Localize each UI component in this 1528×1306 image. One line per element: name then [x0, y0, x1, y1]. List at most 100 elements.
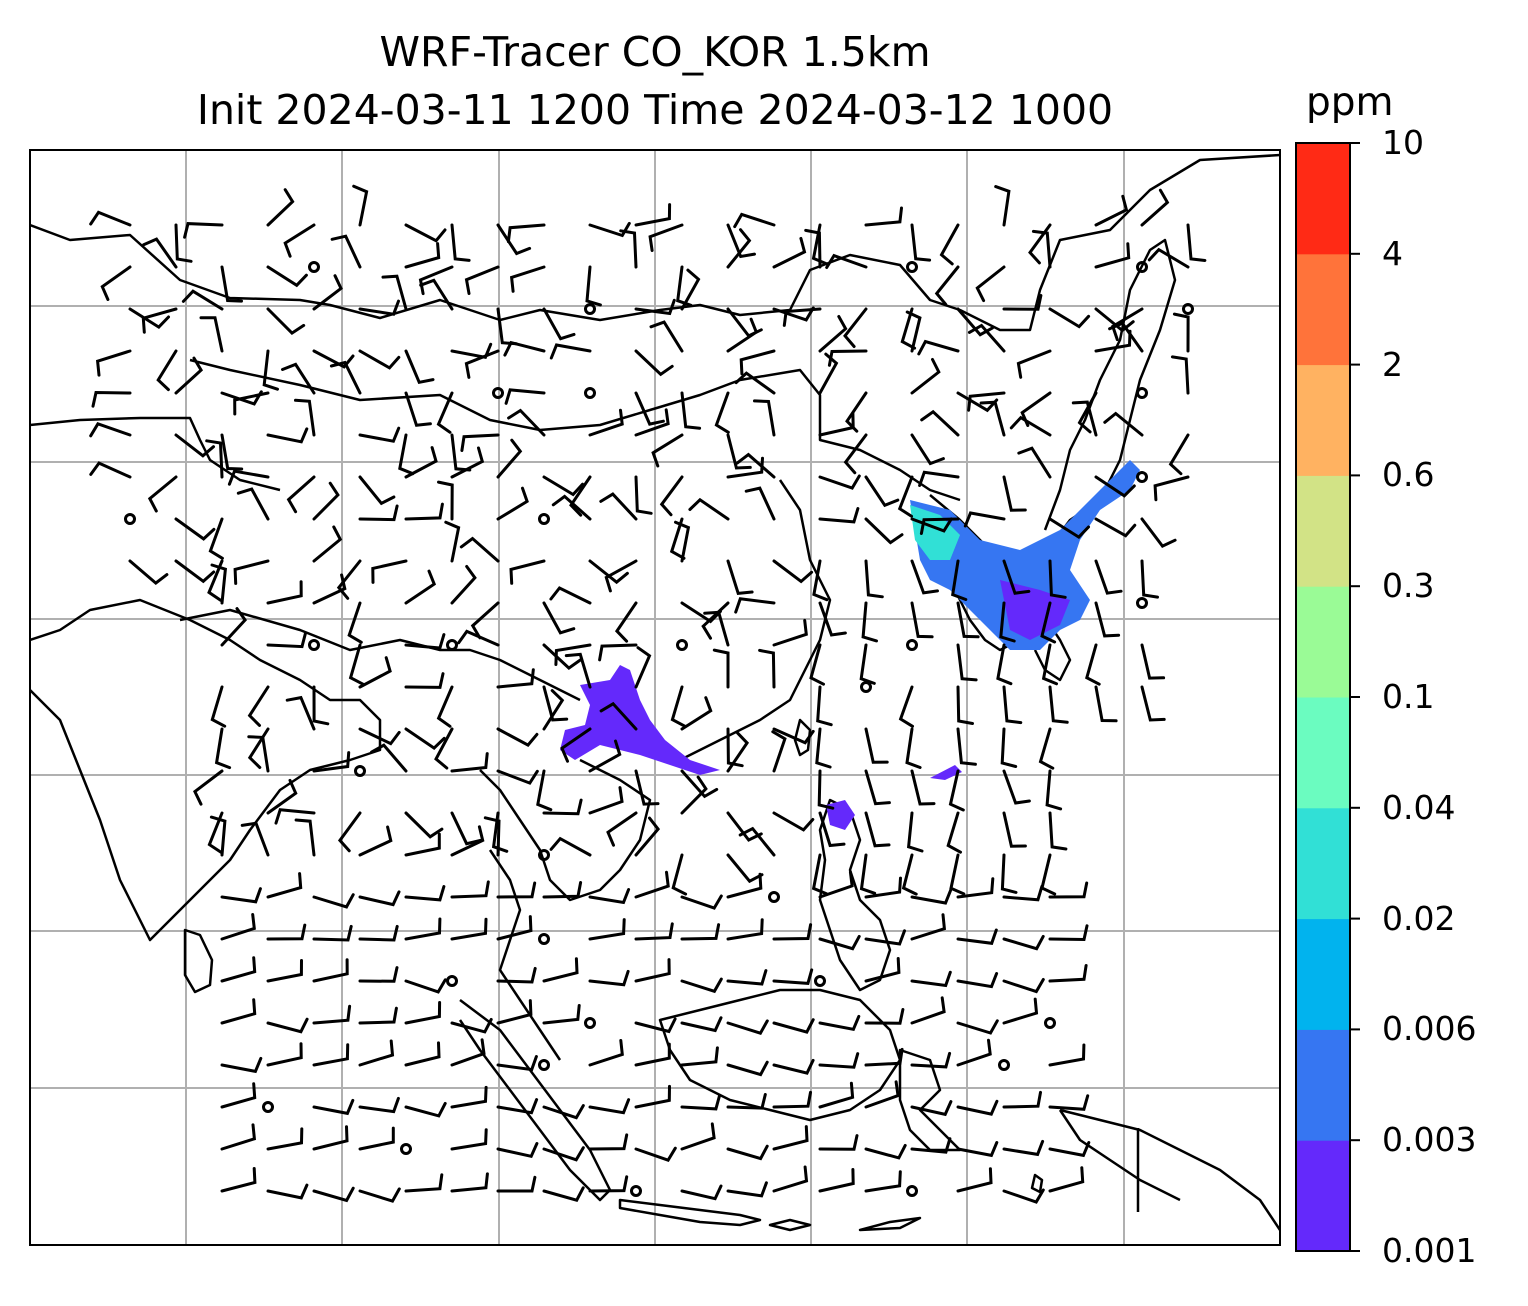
- wind-barb: [266, 872, 303, 899]
- wind-barb: [1140, 685, 1166, 722]
- wind-barb: [404, 242, 441, 269]
- wind-barb: [818, 352, 839, 395]
- wind-barb: [1000, 853, 1018, 894]
- wind-barb: [1077, 391, 1098, 434]
- chart-title-line-1: WRF-Tracer CO_KOR 1.5km: [379, 28, 931, 76]
- wind-barb: [901, 853, 918, 896]
- wind-barb: [818, 1014, 861, 1031]
- wind-barb: [772, 1165, 809, 1193]
- wind-barb: [404, 1001, 442, 1025]
- colorbar-tick-label: 10: [1382, 123, 1424, 162]
- wind-barb: [542, 307, 576, 341]
- wind-barb: [680, 696, 713, 731]
- wind-barb: [450, 825, 485, 857]
- wind-barb: [811, 853, 828, 896]
- wind-barb: [370, 743, 408, 773]
- wind-barb: [100, 265, 132, 301]
- wind-barb: [358, 1006, 398, 1025]
- wind-barb: [128, 559, 169, 586]
- wind-barb: [772, 618, 808, 647]
- wind-barb: [358, 349, 401, 370]
- wind-barb: [994, 185, 1011, 227]
- wind-barb: [772, 923, 813, 941]
- wind-barb: [588, 969, 630, 987]
- wind-barb: [450, 880, 490, 899]
- wind-barb: [956, 307, 994, 337]
- wind-barb: [507, 408, 546, 437]
- wind-barb: [337, 811, 362, 853]
- calm-wind-marker: [584, 387, 596, 399]
- wind-barb: [864, 1047, 904, 1067]
- calm-wind-marker: [584, 303, 596, 315]
- wind-barb: [734, 371, 776, 395]
- wind-barb: [404, 672, 445, 689]
- wind-barb: [843, 433, 868, 475]
- wind-barb: [233, 391, 270, 416]
- wind-barb: [910, 433, 945, 466]
- wind-barb: [536, 769, 553, 812]
- colorbar-unit-label: ppm: [1306, 80, 1394, 125]
- wind-barb: [726, 853, 764, 884]
- wind-barb: [726, 223, 756, 259]
- wind-barb: [274, 808, 316, 825]
- wind-barb: [437, 480, 454, 521]
- wind-barb: [726, 317, 759, 353]
- wind-barb: [1028, 223, 1052, 265]
- colorbar-tick-label: 2: [1382, 344, 1403, 384]
- calm-wind-marker: [676, 639, 688, 651]
- wind-barb: [864, 1080, 900, 1109]
- wind-barb: [542, 1146, 585, 1162]
- wind-barb: [220, 433, 244, 471]
- wind-barb: [312, 1098, 355, 1116]
- wind-barb: [956, 1099, 999, 1116]
- wind-barb: [266, 959, 303, 983]
- wind-barb: [174, 559, 216, 584]
- wind-barb: [233, 559, 270, 585]
- wind-barb: [818, 507, 860, 524]
- wind-barb: [542, 1104, 585, 1120]
- wind-barb: [1048, 1043, 1086, 1067]
- wind-barb: [542, 643, 582, 671]
- wind-barb: [207, 559, 224, 602]
- wind-barb: [818, 412, 855, 437]
- wind-barb: [312, 1186, 355, 1203]
- wind-barb: [183, 222, 224, 239]
- wind-barb: [1048, 811, 1068, 851]
- wind-barb: [404, 633, 446, 650]
- wind-barb: [910, 970, 952, 988]
- wind-barb: [634, 1017, 677, 1034]
- calm-wind-marker: [446, 975, 458, 987]
- wind-barb: [949, 853, 966, 896]
- wind-barb: [634, 922, 674, 941]
- wind-barb: [496, 307, 518, 346]
- wind-barb: [634, 646, 652, 689]
- wind-barb: [864, 1008, 905, 1025]
- calm-wind-marker: [124, 513, 136, 525]
- wind-barb: [496, 486, 529, 521]
- wind-barb: [920, 409, 960, 437]
- wind-barb: [1140, 643, 1166, 680]
- wind-barb: [1147, 247, 1190, 269]
- wind-barb: [680, 268, 701, 311]
- colorbar-tick-label: 0.001: [1382, 1231, 1477, 1270]
- wind-barb: [227, 469, 270, 486]
- wind-barb: [496, 438, 523, 479]
- wind-barb: [549, 836, 592, 857]
- wind-barb: [910, 223, 932, 262]
- wind-barb: [1048, 517, 1090, 540]
- wind-barb: [509, 559, 546, 585]
- wind-barb: [680, 1093, 722, 1111]
- wind-barb: [659, 475, 684, 517]
- wind-barb: [634, 391, 665, 426]
- colorbar-segment: [1296, 475, 1350, 587]
- wind-barb: [951, 559, 968, 601]
- wind-barb: [450, 1085, 488, 1109]
- wind-barb: [782, 307, 822, 327]
- wind-barb: [906, 811, 924, 853]
- wind-barb: [651, 433, 684, 468]
- wind-barb: [95, 349, 132, 377]
- wind-barb: [220, 1167, 257, 1193]
- wind-barb: [956, 1019, 999, 1035]
- wind-barb: [205, 439, 224, 479]
- wind-barb: [818, 474, 861, 490]
